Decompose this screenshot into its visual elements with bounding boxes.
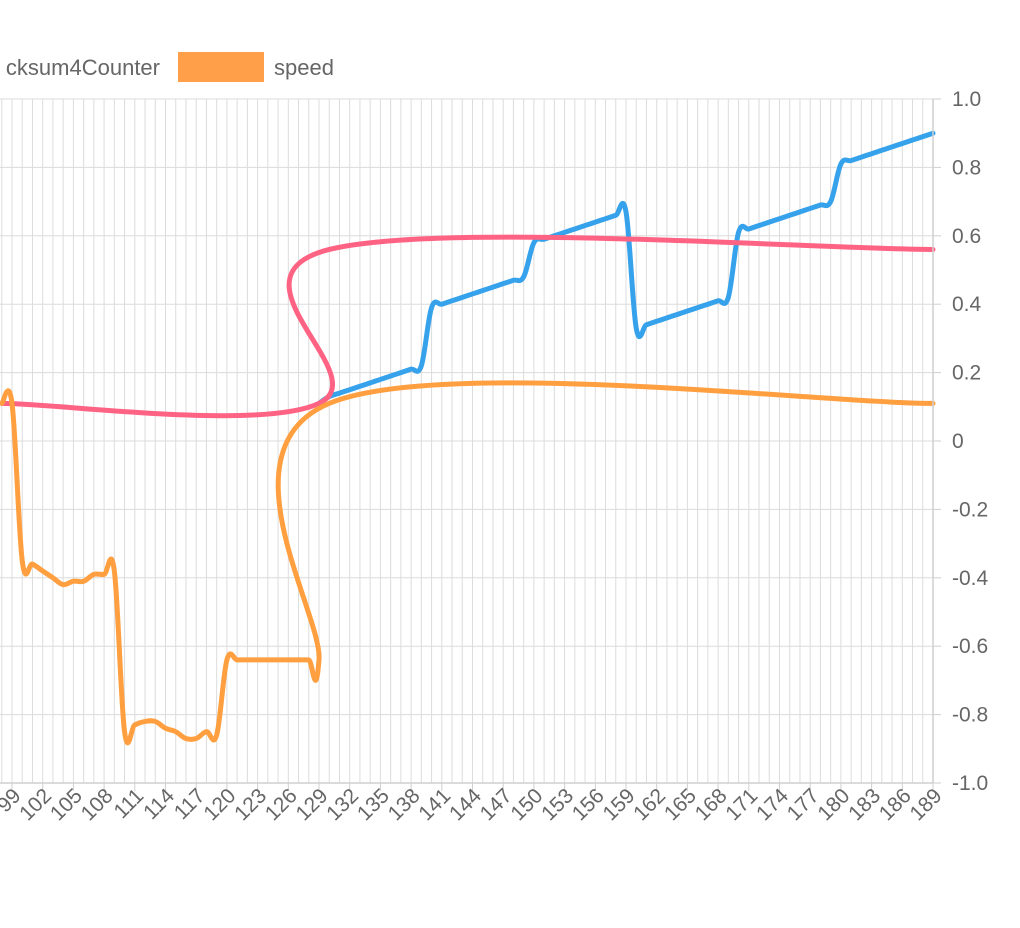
series-line-speed	[0, 380, 936, 746]
legend-swatch-speed	[178, 52, 264, 82]
y-tick-label: 0.8	[952, 156, 981, 179]
legend: cksum4Counter speed	[6, 52, 334, 82]
y-tick-label: -0.2	[952, 498, 988, 521]
series-lines	[0, 130, 936, 746]
y-axis: 1.0 0.8 0.6 0.4 0.2 0 -0.2 -0.4 -0.6 -0.8 -1.0	[932, 88, 989, 795]
legend-label-speed: speed	[274, 55, 334, 80]
y-tick-label: -0.8	[952, 704, 988, 727]
series-line-unnamed	[0, 234, 936, 419]
legend-label-cksum4counter: cksum4Counter	[6, 55, 160, 80]
x-axis: 9910210510811111411712012312612913213513…	[0, 782, 947, 825]
y-tick-label: -0.6	[952, 635, 988, 658]
legend-item-cksum4counter[interactable]: cksum4Counter	[6, 55, 160, 80]
legend-item-speed[interactable]: speed	[178, 52, 334, 82]
grid	[0, 98, 934, 784]
y-tick-label: 0.6	[952, 225, 981, 248]
y-tick-label: 0.4	[952, 293, 982, 316]
y-tick-label: 1.0	[952, 88, 981, 111]
y-tick-label: 0	[952, 430, 964, 453]
y-tick-label: -1.0	[952, 772, 988, 795]
y-tick-label: 0.2	[952, 362, 981, 385]
x-tick-label: 189	[905, 784, 946, 825]
y-tick-label: -0.4	[952, 567, 989, 590]
series-line-cksum4counter	[316, 130, 936, 406]
